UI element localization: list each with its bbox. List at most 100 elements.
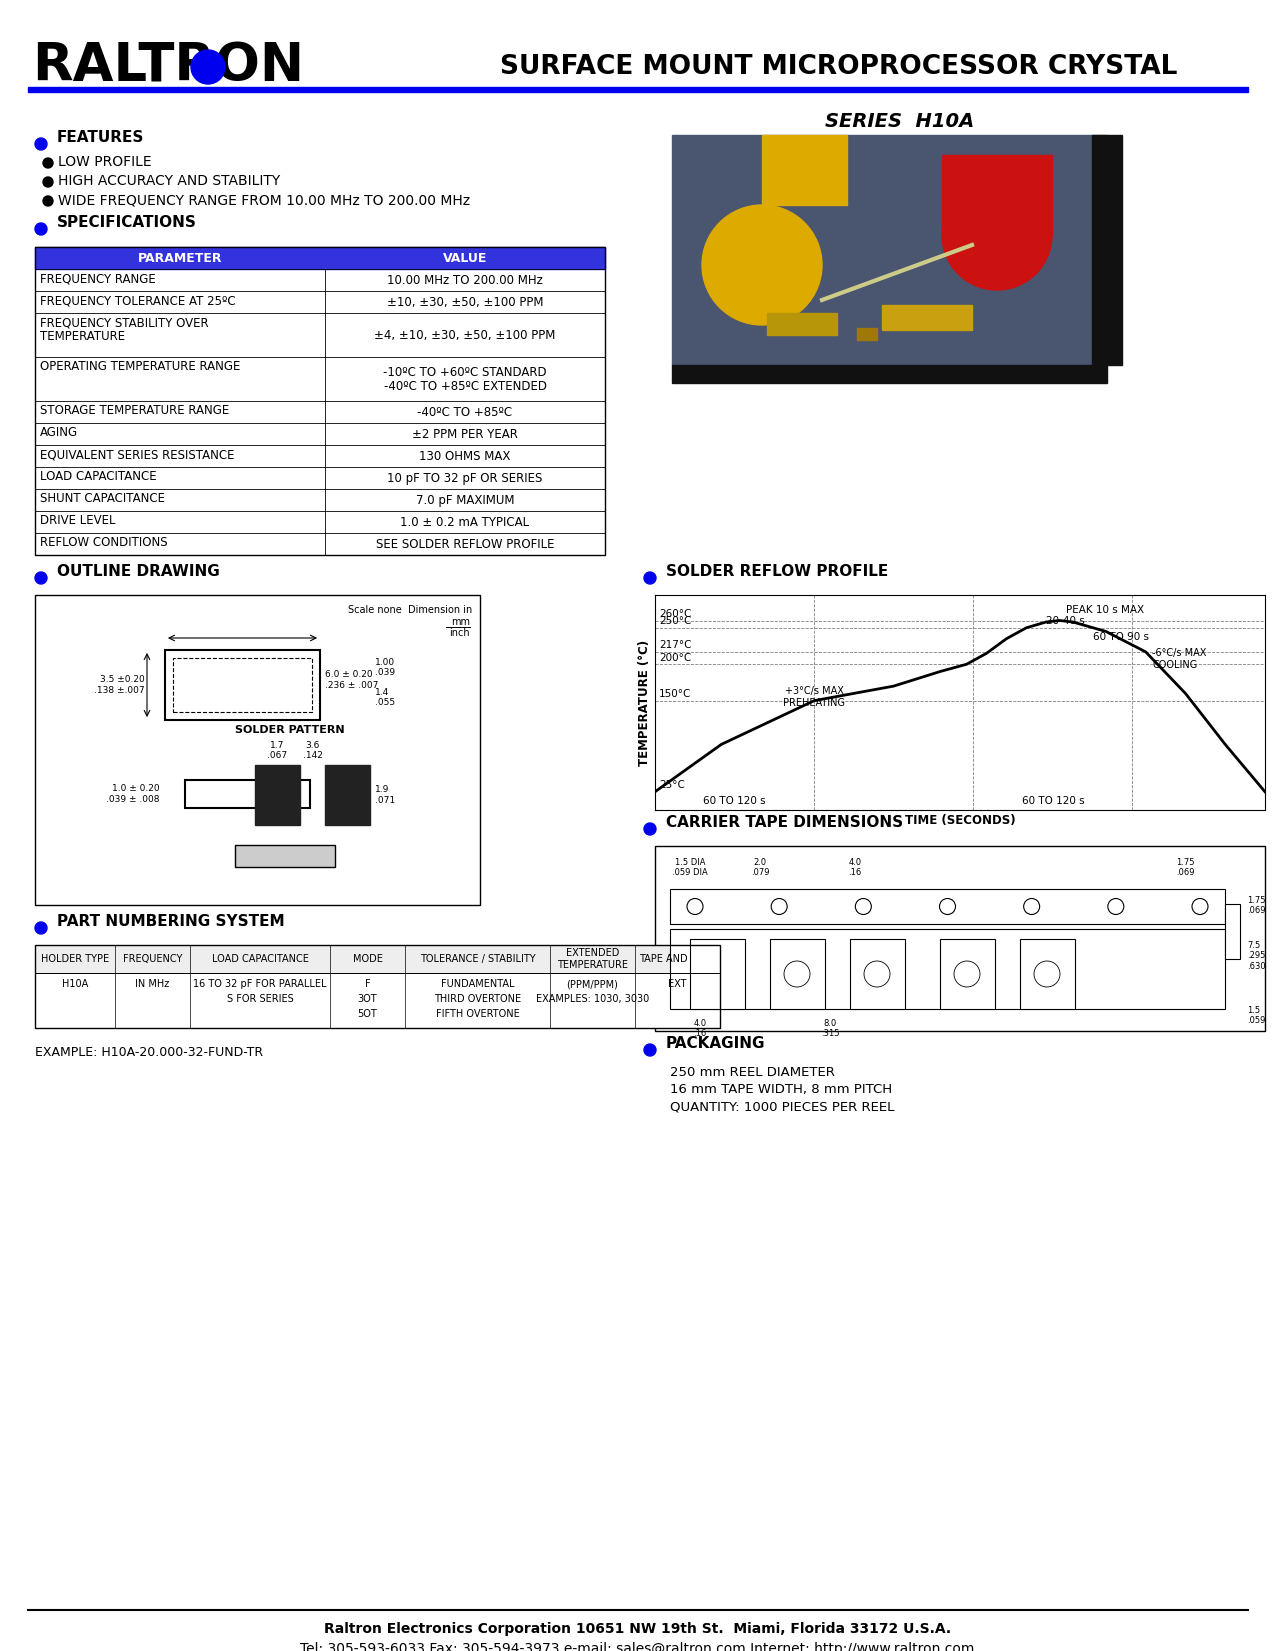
Text: 4.0
.16: 4.0 .16 (694, 1019, 706, 1038)
Text: 20-40 s: 20-40 s (1047, 616, 1085, 626)
Text: 16 TO 32 pF FOR PARALLEL: 16 TO 32 pF FOR PARALLEL (194, 979, 326, 989)
Text: PARAMETER: PARAMETER (138, 251, 222, 264)
Text: STORAGE TEMPERATURE RANGE: STORAGE TEMPERATURE RANGE (40, 404, 230, 418)
Text: QUANTITY: 1000 PIECES PER REEL: QUANTITY: 1000 PIECES PER REEL (669, 1100, 894, 1113)
Circle shape (644, 571, 657, 584)
Text: Scale none  Dimension in: Scale none Dimension in (348, 604, 472, 616)
Text: 1.5
.059: 1.5 .059 (1247, 1005, 1265, 1025)
Text: 1.0 ± 0.20
.039 ± .008: 1.0 ± 0.20 .039 ± .008 (107, 784, 159, 804)
X-axis label: TIME (SECONDS): TIME (SECONDS) (905, 814, 1015, 827)
Text: WIDE FREQUENCY RANGE FROM 10.00 MHz TO 200.00 MHz: WIDE FREQUENCY RANGE FROM 10.00 MHz TO 2… (57, 193, 470, 206)
Text: ±10, ±30, ±50, ±100 PPM: ±10, ±30, ±50, ±100 PPM (386, 296, 543, 309)
Circle shape (644, 1043, 657, 1057)
Circle shape (1024, 898, 1039, 915)
Text: EXAMPLES: 1030, 3030: EXAMPLES: 1030, 3030 (536, 994, 649, 1004)
Bar (669, 930, 1225, 1009)
Text: ±4, ±10, ±30, ±50, ±100 PPM: ±4, ±10, ±30, ±50, ±100 PPM (375, 329, 556, 342)
Text: Raltron Electronics Corporation 10651 NW 19th St.  Miami, Florida 33172 U.S.A.: Raltron Electronics Corporation 10651 NW… (324, 1621, 951, 1636)
Y-axis label: TEMPERATURE (°C): TEMPERATURE (°C) (638, 639, 650, 766)
Text: EXAMPLE: H10A-20.000-32-FUND-TR: EXAMPLE: H10A-20.000-32-FUND-TR (34, 1047, 263, 1058)
Text: -40ºC TO +85ºC: -40ºC TO +85ºC (417, 406, 513, 418)
Circle shape (864, 961, 890, 987)
Text: OUTLINE DRAWING: OUTLINE DRAWING (57, 563, 219, 578)
Text: FREQUENCY TOLERANCE AT 25ºC: FREQUENCY TOLERANCE AT 25ºC (40, 294, 236, 307)
Text: THIRD OVERTONE: THIRD OVERTONE (434, 994, 521, 1004)
Bar (185, 779, 310, 807)
Text: 16 mm TAPE WIDTH, 8 mm PITCH: 16 mm TAPE WIDTH, 8 mm PITCH (669, 1083, 892, 1096)
Text: FUNDAMENTAL: FUNDAMENTAL (441, 979, 514, 989)
Text: 1.0 ± 0.2 mA TYPICAL: 1.0 ± 0.2 mA TYPICAL (400, 515, 529, 528)
Text: LOAD CAPACITANCE: LOAD CAPACITANCE (40, 471, 157, 484)
Text: VALUE: VALUE (442, 251, 487, 264)
Text: 3.6
.142: 3.6 .142 (302, 741, 323, 759)
Bar (850, 939, 905, 1009)
Circle shape (191, 50, 224, 84)
Bar (770, 939, 825, 1009)
Text: TEMPERATURE: TEMPERATURE (40, 330, 125, 343)
Text: mm: mm (451, 617, 470, 627)
Bar (28, 88, 1248, 92)
Text: FREQUENCY: FREQUENCY (122, 954, 182, 964)
Text: 200°C: 200°C (659, 652, 691, 662)
Bar (1225, 905, 1241, 959)
Text: -6°C/s MAX
COOLING: -6°C/s MAX COOLING (1153, 649, 1206, 670)
Text: 6.0 ± 0.20
.236 ± .007: 6.0 ± 0.20 .236 ± .007 (325, 670, 379, 690)
Text: TOLERANCE / STABILITY: TOLERANCE / STABILITY (419, 954, 536, 964)
Text: 5OT: 5OT (357, 1009, 377, 1019)
Text: 260°C: 260°C (659, 609, 691, 619)
Bar (325, 764, 370, 826)
Bar (235, 845, 335, 867)
Text: FREQUENCY STABILITY OVER: FREQUENCY STABILITY OVER (40, 315, 209, 329)
Circle shape (43, 177, 54, 187)
Text: SOLDER REFLOW PROFILE: SOLDER REFLOW PROFILE (666, 563, 889, 578)
Text: SURFACE MOUNT MICROPROCESSOR CRYSTAL: SURFACE MOUNT MICROPROCESSOR CRYSTAL (500, 54, 1177, 79)
Text: TAPE AND REEL: TAPE AND REEL (639, 954, 715, 964)
Text: SHUNT CAPACITANCE: SHUNT CAPACITANCE (40, 492, 164, 505)
Circle shape (687, 898, 703, 915)
Text: ±2 PPM PER YEAR: ±2 PPM PER YEAR (412, 428, 518, 441)
Text: 10.00 MHz TO 200.00 MHz: 10.00 MHz TO 200.00 MHz (388, 274, 543, 287)
Text: FREQUENCY RANGE: FREQUENCY RANGE (40, 272, 156, 286)
Text: REFLOW CONDITIONS: REFLOW CONDITIONS (40, 537, 167, 550)
Bar (1091, 135, 1122, 365)
Circle shape (954, 961, 980, 987)
Bar (655, 845, 1265, 1030)
Text: MARKING
AREA: MARKING AREA (219, 674, 265, 695)
Circle shape (1108, 898, 1123, 915)
Circle shape (34, 921, 47, 934)
Text: 1.4
.055: 1.4 .055 (375, 688, 395, 707)
Text: PACKAGING: PACKAGING (666, 1035, 765, 1050)
Text: PEAK 10 s MAX: PEAK 10 s MAX (1066, 604, 1144, 614)
Text: 1.7
.067: 1.7 .067 (268, 741, 288, 759)
Bar (164, 650, 320, 720)
Circle shape (703, 205, 822, 325)
Text: H10A: H10A (62, 979, 88, 989)
Text: 217°C: 217°C (659, 641, 691, 650)
Text: 130 OHMS MAX: 130 OHMS MAX (419, 449, 511, 462)
Text: FIFTH OVERTONE: FIFTH OVERTONE (436, 1009, 519, 1019)
Bar (34, 248, 606, 269)
Text: 1.5 DIA
.059 DIA: 1.5 DIA .059 DIA (672, 859, 708, 877)
Bar (1020, 939, 1075, 1009)
Text: OPERATING TEMPERATURE RANGE: OPERATING TEMPERATURE RANGE (40, 360, 241, 373)
Bar (34, 944, 720, 972)
Text: 60 TO 120 s: 60 TO 120 s (704, 796, 766, 806)
Text: 25°C: 25°C (659, 781, 685, 791)
Bar (940, 939, 994, 1009)
Text: SEE SOLDER REFLOW PROFILE: SEE SOLDER REFLOW PROFILE (376, 538, 555, 550)
Text: 7.5
.295
.630: 7.5 .295 .630 (1247, 941, 1266, 971)
Text: 10 pF TO 32 pF OR SERIES: 10 pF TO 32 pF OR SERIES (388, 472, 543, 484)
Bar (34, 248, 606, 555)
Text: 60 TO 120 s: 60 TO 120 s (1021, 796, 1084, 806)
Bar (942, 155, 1052, 234)
Text: 250 mm REEL DIAMETER: 250 mm REEL DIAMETER (669, 1067, 835, 1080)
Text: SOLDER PATTERN: SOLDER PATTERN (235, 725, 344, 735)
Text: -40ºC TO +85ºC EXTENDED: -40ºC TO +85ºC EXTENDED (384, 380, 547, 393)
Bar (857, 329, 877, 340)
Circle shape (1034, 961, 1060, 987)
Text: EXT: EXT (668, 979, 687, 989)
Bar (768, 314, 836, 335)
Circle shape (34, 223, 47, 234)
Text: FEATURES: FEATURES (57, 129, 144, 145)
Text: (PPM/PPM): (PPM/PPM) (566, 979, 618, 989)
